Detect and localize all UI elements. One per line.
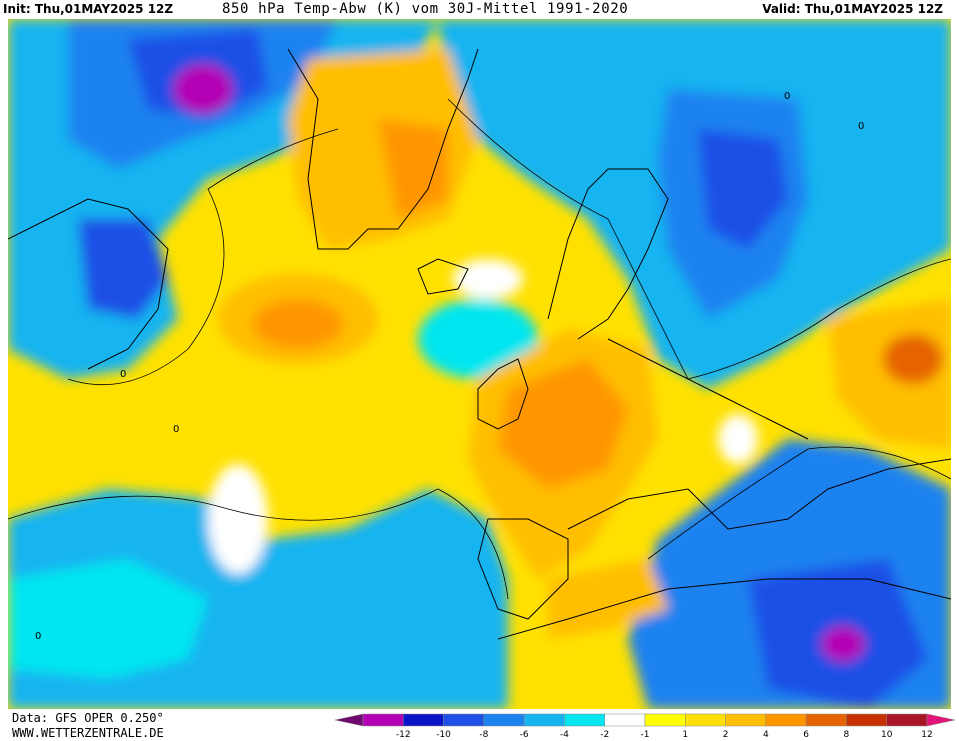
legend-tick-label: 1 (682, 730, 689, 740)
website: WWW.WETTERZENTRALE.DE (12, 726, 164, 740)
map-canvas: 0 0 0 0 0 (8, 19, 951, 709)
legend-swatch (403, 713, 444, 727)
legend-swatch (805, 713, 847, 727)
coastline-north-africa (497, 578, 951, 640)
temperature-anomaly-map: 0 0 0 0 0 (8, 19, 951, 709)
map-header: Init: Thu,01MAY2025 12Z 850 hPa Temp-Abw… (0, 0, 959, 19)
cold-extreme-africa (821, 626, 865, 662)
coastline-british-isles (477, 358, 529, 430)
cold-field-norwegian-sea (418, 299, 538, 379)
init-time: Init: Thu,01MAY2025 12Z (3, 2, 174, 16)
warm-core-greenland (378, 119, 448, 219)
contour-label: 0 (173, 424, 179, 435)
legend-swatch (483, 713, 525, 727)
coastline-scandinavia (547, 168, 669, 340)
contour-labels: 0 0 0 0 0 (35, 91, 864, 642)
legend-swatch (334, 713, 364, 727)
legend-tick-label: -1 (640, 730, 650, 740)
legend-tick-label: -6 (519, 730, 529, 740)
footer: Data: GFS OPER 0.250° WWW.WETTERZENTRALE… (12, 711, 164, 741)
coastlines (8, 48, 951, 640)
coastline-europe-east (607, 338, 809, 440)
legend-tick-label: -2 (600, 730, 610, 740)
cold-core-russia-inner (698, 129, 788, 249)
warm-core-atlantic (253, 299, 343, 349)
legend-swatch (926, 713, 956, 727)
coastline-labrador (8, 198, 169, 370)
legend-tick-label: -12 (395, 730, 411, 740)
cold-core-labrador (78, 219, 168, 319)
neutral-field-balkans (718, 414, 758, 464)
legend-tick-label: 12 (921, 730, 933, 740)
legend-swatch (685, 713, 726, 727)
legend-bar (334, 713, 956, 727)
zero-contour-mediterranean (647, 446, 951, 560)
contour-label: 0 (35, 631, 41, 642)
legend-swatch (725, 713, 767, 727)
coastline-mediterranean (567, 458, 951, 530)
legend-swatch (362, 713, 404, 727)
map-title: 850 hPa Temp-Abw (K) vom 30J-Mittel 1991… (222, 1, 629, 17)
warm-core-europe (498, 359, 628, 489)
anomaly-fields (8, 19, 951, 709)
zero-contour-northeast (447, 98, 951, 380)
legend-tick-label: 2 (722, 730, 729, 740)
coastline-greenland (287, 48, 479, 250)
warm-core-east (883, 334, 943, 384)
zero-contour-northwest (67, 128, 339, 386)
valid-time: Valid: Thu,01MAY2025 12Z (762, 2, 943, 16)
data-source: Data: GFS OPER 0.250° (12, 711, 164, 725)
zero-contour-atlantic-south (8, 488, 509, 600)
contour-label: 0 (858, 121, 864, 132)
zero-contours (8, 98, 951, 600)
warm-field-north-africa (548, 559, 668, 639)
legend-swatch (564, 713, 605, 727)
neutral-field-atlantic (208, 464, 268, 574)
cold-field-azores (8, 559, 208, 679)
color-legend: -12 -10 -8 -6 -4 -2 -1 1 2 4 6 8 10 12 (334, 713, 956, 741)
contour-label: 0 (784, 91, 790, 102)
coastline-iceland (417, 258, 469, 295)
legend-tick-label: 10 (880, 730, 893, 740)
coastline-iberia (477, 518, 569, 620)
legend-tick-label: -4 (559, 730, 569, 740)
legend-swatch (644, 713, 686, 727)
legend-tick-label: -8 (479, 730, 489, 740)
legend-swatch (846, 713, 887, 727)
cold-extreme-baffin (173, 64, 233, 114)
legend-swatch (886, 713, 928, 727)
legend-tick-label: 6 (803, 730, 810, 740)
neutral-field-iceland (453, 259, 523, 299)
legend-swatch (523, 713, 565, 727)
legend-tick-label: 8 (843, 730, 850, 740)
legend-swatch (604, 713, 646, 727)
legend-swatch (443, 713, 485, 727)
legend-tick-label: -10 (436, 730, 451, 740)
contour-label: 0 (120, 369, 126, 380)
legend-swatch (765, 713, 807, 727)
legend-tick-label: 4 (762, 730, 769, 740)
